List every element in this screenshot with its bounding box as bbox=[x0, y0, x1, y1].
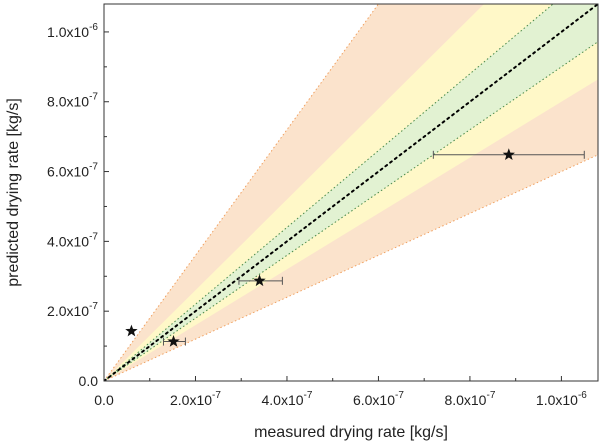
band-boundary-line bbox=[104, 41, 598, 381]
data-points bbox=[125, 148, 585, 347]
reference-line-1to1 bbox=[104, 4, 598, 381]
data-point-star bbox=[125, 324, 138, 337]
y-axis-label: predicted drying rate [kg/s] bbox=[5, 98, 22, 287]
x-tick-label: 2.0x10-7 bbox=[170, 390, 221, 408]
y-tick-label: 2.0x10-7 bbox=[47, 301, 98, 319]
x-tick-label: 6.0x10-7 bbox=[353, 390, 404, 408]
y-tick-label: 8.0x10-7 bbox=[47, 92, 98, 110]
y-tick-label: 0.0 bbox=[79, 373, 99, 389]
y-tick-label: 1.0x10-6 bbox=[47, 22, 98, 40]
band-boundary-line bbox=[104, 4, 380, 381]
x-tick-label: 1.0x10-6 bbox=[536, 390, 587, 408]
plot-frame bbox=[103, 3, 599, 382]
axis-ticks: 0.0 2.0x10-7 4.0x10-7 6.0x10-7 8.0x10-7 1.0x1… bbox=[47, 22, 587, 408]
reference-lines bbox=[104, 4, 598, 381]
x-tick-label: 4.0x10-7 bbox=[261, 390, 312, 408]
x-tick-label: 8.0x10-7 bbox=[444, 390, 495, 408]
y-tick-label: 4.0x10-7 bbox=[47, 231, 98, 249]
data-point-star bbox=[167, 335, 180, 347]
x-axis-label: measured drying rate [kg/s] bbox=[254, 424, 448, 441]
data-point-star bbox=[502, 148, 515, 161]
y-tick-label: 6.0x10-7 bbox=[47, 162, 98, 180]
x-tick-label: 0.0 bbox=[94, 392, 114, 408]
band-boundary-line bbox=[104, 4, 554, 381]
data-point-star bbox=[253, 274, 266, 287]
band-boundary-line bbox=[104, 154, 598, 381]
